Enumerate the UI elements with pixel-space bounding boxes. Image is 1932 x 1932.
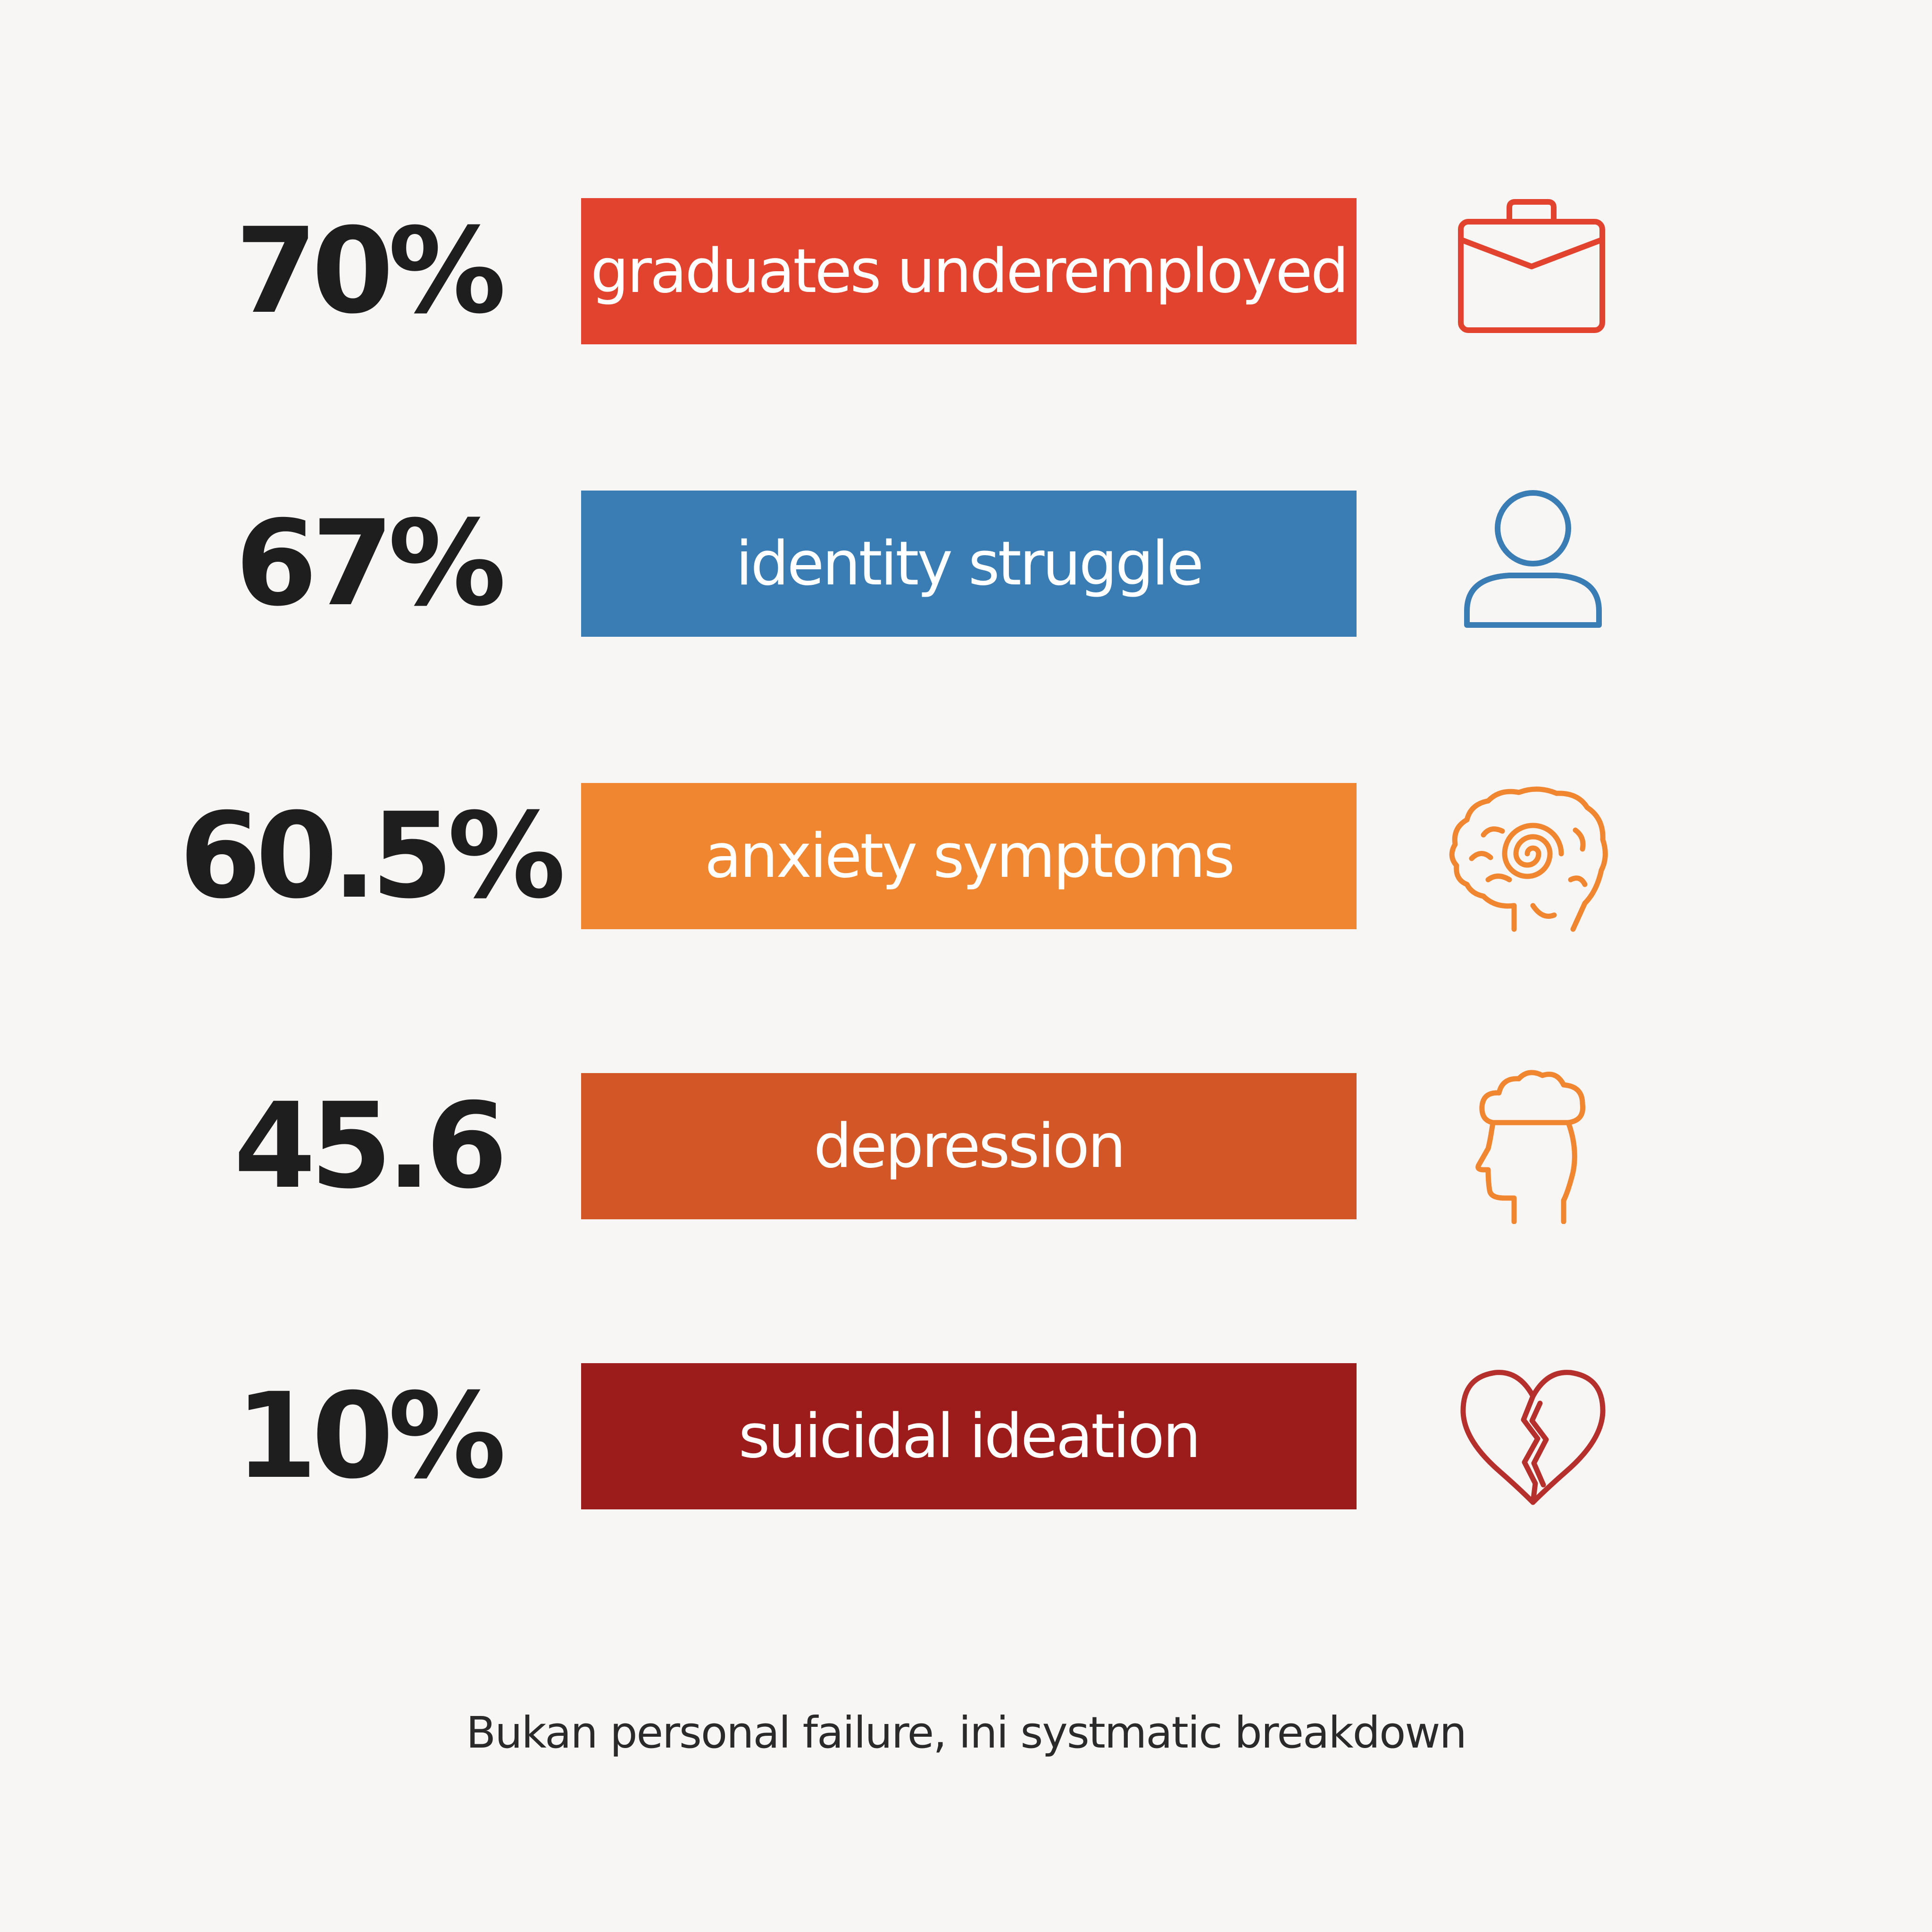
stat-value: 67% bbox=[235, 495, 506, 632]
stat-bar: suicidal ideation bbox=[581, 1363, 1357, 1509]
stat-bar: anxiety symptoms bbox=[581, 783, 1357, 929]
broken-heart-icon bbox=[1443, 1358, 1623, 1514]
stat-label: suicidal ideation bbox=[738, 1401, 1201, 1472]
stat-row-identity: 67% identity struggle bbox=[0, 490, 1932, 637]
stat-value: 60.5% bbox=[179, 787, 566, 924]
stat-bar: identity struggle bbox=[581, 491, 1357, 637]
stat-bar: depression bbox=[581, 1073, 1357, 1219]
stat-bar: graduates underemployed bbox=[581, 198, 1357, 344]
stat-value: 10% bbox=[235, 1367, 506, 1505]
stat-value: 45.6 bbox=[233, 1077, 508, 1215]
stat-label: graduates underemployed bbox=[591, 236, 1349, 307]
stat-row-anxiety: 60.5% anxiety symptoms bbox=[0, 783, 1932, 932]
caption: Bukan personal failure, ini systmatic br… bbox=[466, 1707, 1467, 1758]
brain-icon bbox=[1443, 778, 1623, 934]
stat-value: 70% bbox=[235, 202, 506, 340]
stat-row-underemployed: 70% graduates underemployed bbox=[0, 198, 1932, 344]
stat-label: anxiety symptoms bbox=[704, 821, 1235, 891]
stat-label: depression bbox=[813, 1111, 1126, 1182]
stat-row-suicidal: 10% suicidal ideation bbox=[0, 1363, 1932, 1509]
stat-row-depression: 45.6 depression bbox=[0, 1070, 1932, 1224]
briefcase-icon bbox=[1443, 193, 1623, 349]
stat-label: identity struggle bbox=[735, 528, 1204, 599]
head-cloud-icon bbox=[1443, 1068, 1623, 1224]
person-icon bbox=[1443, 486, 1623, 641]
